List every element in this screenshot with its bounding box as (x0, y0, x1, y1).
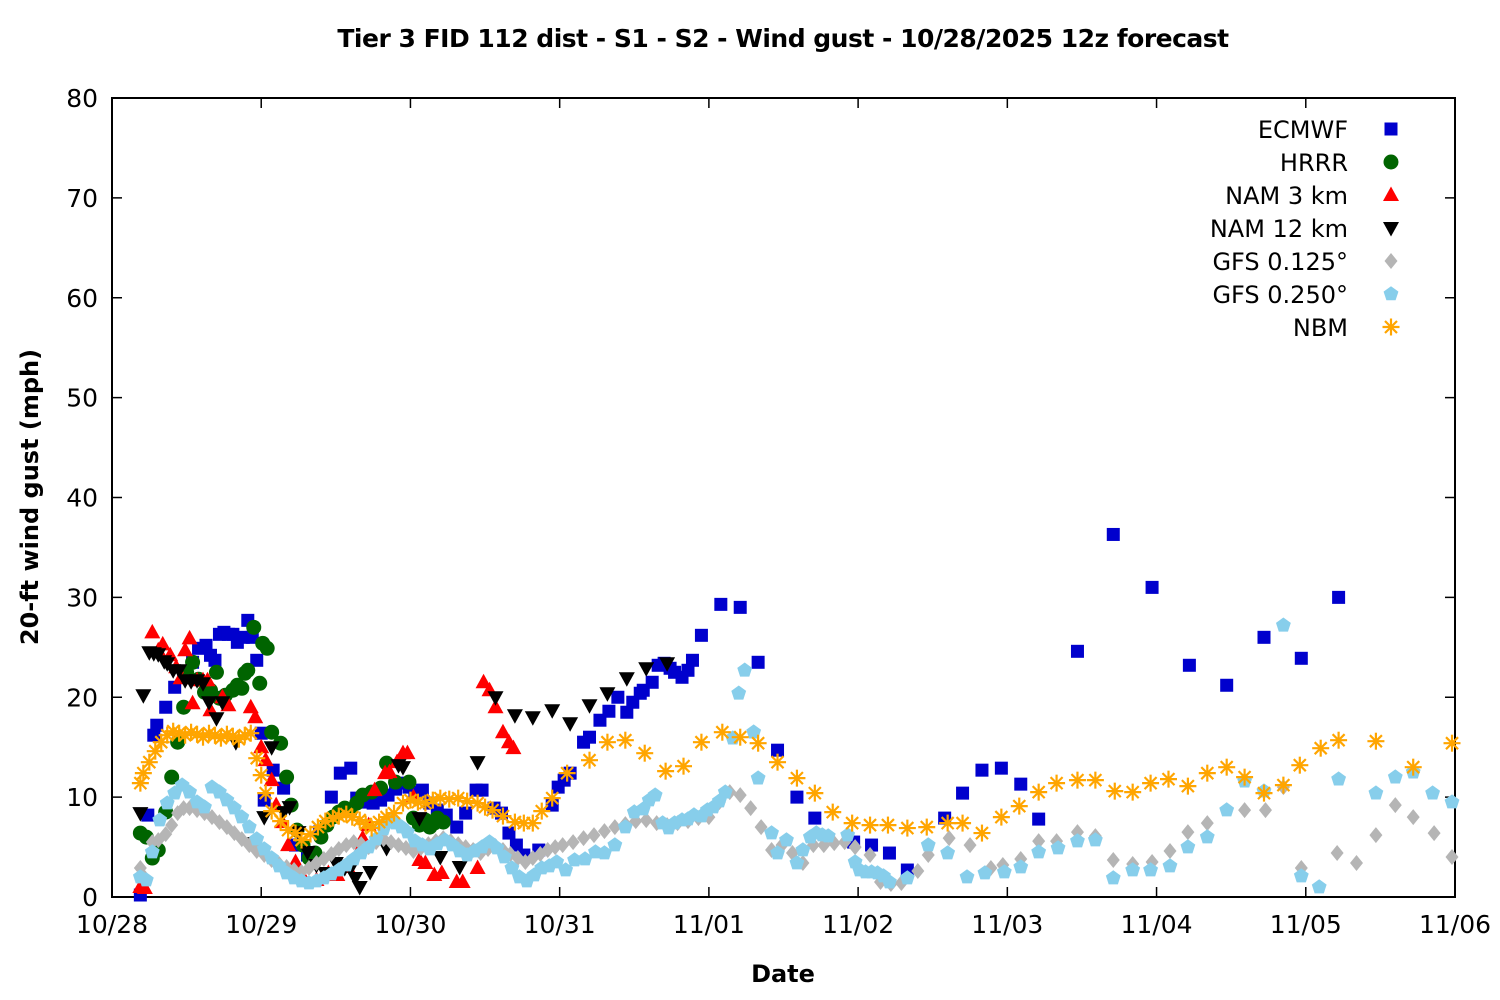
x-tick-label: 10/31 (524, 910, 596, 939)
y-axis: 0 10 20 30 40 50 60 70 80 (66, 84, 1455, 912)
series-ecmwf (133, 527, 1346, 902)
legend-label: ECMWF (1258, 116, 1348, 144)
y-tick-label: 80 (66, 84, 98, 113)
x-tick-label: 11/03 (971, 910, 1043, 939)
legend-label: NBM (1293, 314, 1348, 342)
chart-title: Tier 3 FID 112 dist - S1 - S2 - Wind gus… (337, 24, 1229, 53)
legend-item-gfs-0-125: GFS 0.125° (1212, 248, 1398, 276)
y-axis-title: 20-ft wind gust (mph) (16, 348, 44, 646)
legend-label: NAM 12 km (1210, 215, 1348, 243)
legend: ECMWF HRRR NAM 3 km NAM 12 km GFS 0.125° GFS … (1210, 116, 1400, 342)
legend-label: NAM 3 km (1225, 182, 1348, 210)
legend-item-ecmwf: ECMWF (1258, 116, 1398, 144)
y-tick-label: 60 (66, 284, 98, 313)
legend-marker-triangle-up-icon (1383, 186, 1399, 201)
legend-item-nam-12-km: NAM 12 km (1210, 215, 1399, 243)
legend-item-nam-3-km: NAM 3 km (1225, 182, 1399, 210)
y-tick-label: 10 (66, 783, 98, 812)
legend-label: HRRR (1280, 149, 1348, 177)
y-tick-label: 20 (66, 683, 98, 712)
legend-marker-square-icon (1384, 122, 1398, 136)
y-tick-label: 70 (66, 184, 98, 213)
legend-label: GFS 0.250° (1212, 281, 1348, 309)
x-tick-label: 10/28 (76, 910, 148, 939)
legend-marker-pentagon-icon (1383, 286, 1399, 301)
series-hrrr (132, 619, 451, 866)
x-axis: 10/28 10/29 10/30 10/31 11/01 11/02 11/03 11/04… (76, 98, 1491, 939)
legend-marker-diamond-icon (1384, 253, 1398, 269)
x-tick-label: 11/04 (1121, 910, 1193, 939)
x-tick-label: 11/06 (1419, 910, 1491, 939)
series-nbm (131, 722, 1461, 849)
legend-marker-circle-icon (1383, 154, 1399, 170)
legend-item-gfs-0-250: GFS 0.250° (1212, 281, 1399, 309)
x-tick-label: 11/02 (822, 910, 894, 939)
legend-label: GFS 0.125° (1212, 248, 1348, 276)
x-tick-label: 10/30 (374, 910, 446, 939)
y-tick-label: 50 (66, 384, 98, 413)
x-tick-label: 10/29 (225, 910, 297, 939)
legend-item-nbm: NBM (1293, 314, 1400, 342)
y-tick-label: 30 (66, 583, 98, 612)
legend-marker-triangle-down-icon (1383, 222, 1399, 237)
y-tick-label: 0 (82, 883, 98, 912)
x-tick-label: 11/01 (673, 910, 745, 939)
x-axis-title: Date (751, 960, 815, 988)
y-tick-label: 40 (66, 484, 98, 513)
x-tick-label: 11/05 (1270, 910, 1342, 939)
legend-marker-asterisk-icon (1382, 318, 1400, 336)
legend-item-hrrr: HRRR (1280, 149, 1399, 177)
